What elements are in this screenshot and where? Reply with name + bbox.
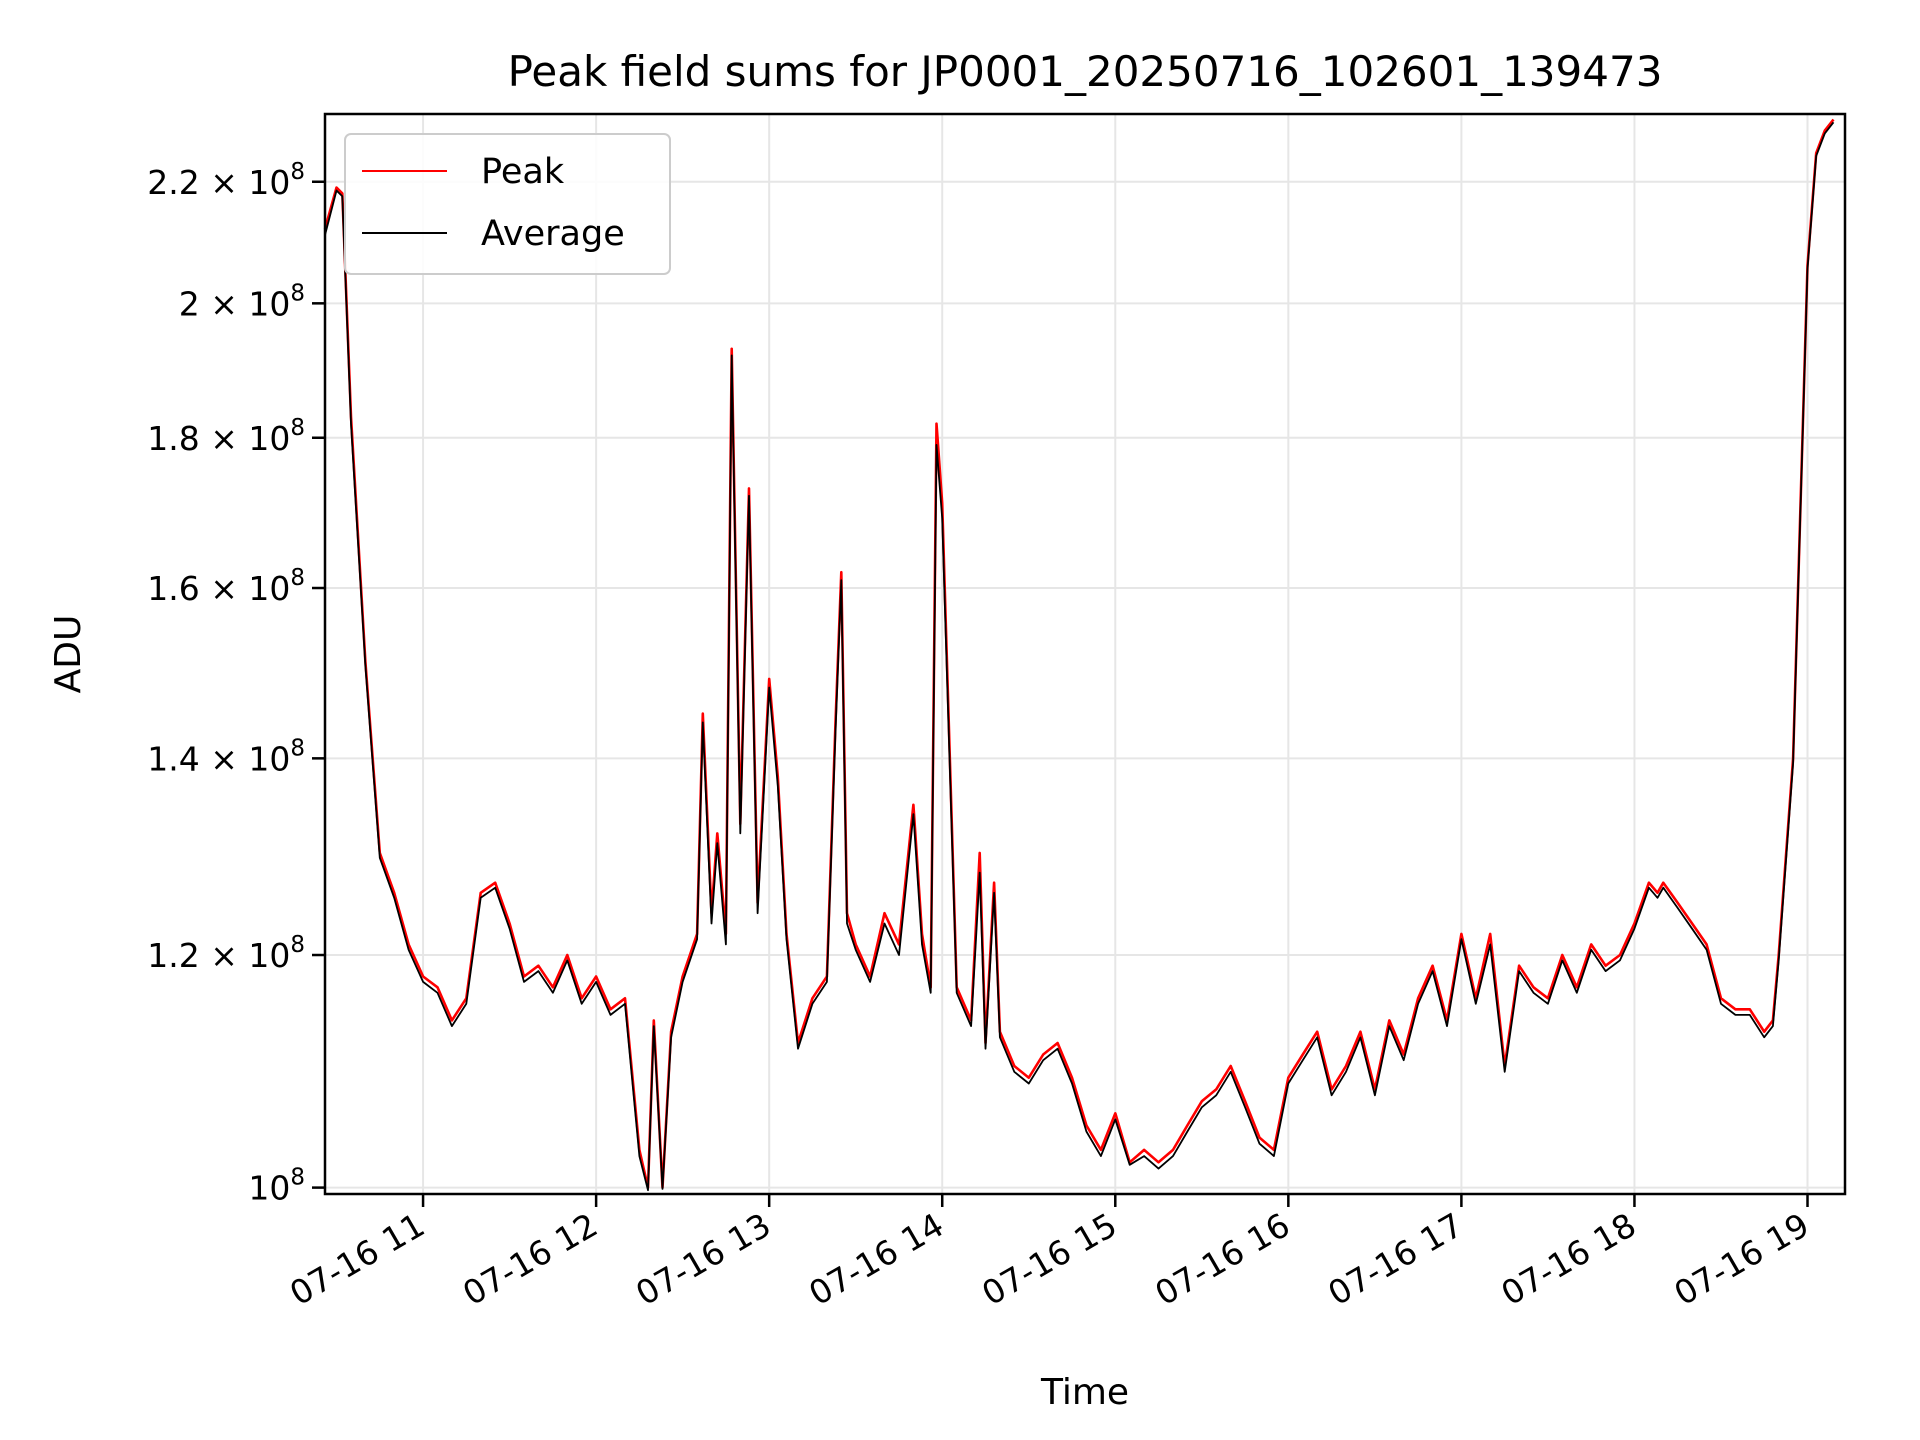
y-tick-label-base: 1.8 × 10 <box>147 419 290 458</box>
y-tick-label: 108 <box>248 1165 305 1208</box>
legend: Peak Average <box>344 133 671 275</box>
y-tick-label: 1.2 × 108 <box>147 932 305 975</box>
y-tick-label-base: 1.6 × 10 <box>147 569 290 608</box>
y-tick-label-exponent: 8 <box>290 932 305 958</box>
chart-title: Peak field sums for JP0001_20250716_1026… <box>508 47 1663 96</box>
y-tick-label: 2.2 × 108 <box>147 159 305 202</box>
legend-label-average: Average <box>481 214 625 254</box>
legend-label-peak: Peak <box>481 152 565 192</box>
y-tick-label: 1.8 × 108 <box>147 415 305 458</box>
plot-frame <box>323 112 1847 1196</box>
x-axis-label: Time <box>1040 1372 1129 1413</box>
y-tick-label-exponent: 8 <box>290 735 305 761</box>
legend-box <box>344 133 671 275</box>
y-tick-label-exponent: 8 <box>290 1165 305 1191</box>
y-tick-label-base: 2 × 10 <box>179 284 291 323</box>
y-tick-label-exponent: 8 <box>290 159 305 185</box>
y-tick-label-base: 1.2 × 10 <box>147 936 290 975</box>
series-line-average <box>324 121 1835 1192</box>
y-tick-label-exponent: 8 <box>290 280 305 306</box>
y-tick-label: 1.4 × 108 <box>147 735 305 778</box>
y-tick-label-base: 2.2 × 10 <box>147 163 290 202</box>
y-tick-label-base: 1.4 × 10 <box>147 739 290 778</box>
y-tick-label-exponent: 8 <box>290 565 305 591</box>
y-tick-label-exponent: 8 <box>290 415 305 441</box>
y-tick-label: 2 × 108 <box>179 280 305 323</box>
y-tick-label: 1.6 × 108 <box>147 565 305 608</box>
series-lines <box>323 118 1835 1192</box>
y-axis-label: ADU <box>48 615 89 694</box>
y-tick-label-base: 10 <box>248 1169 290 1208</box>
